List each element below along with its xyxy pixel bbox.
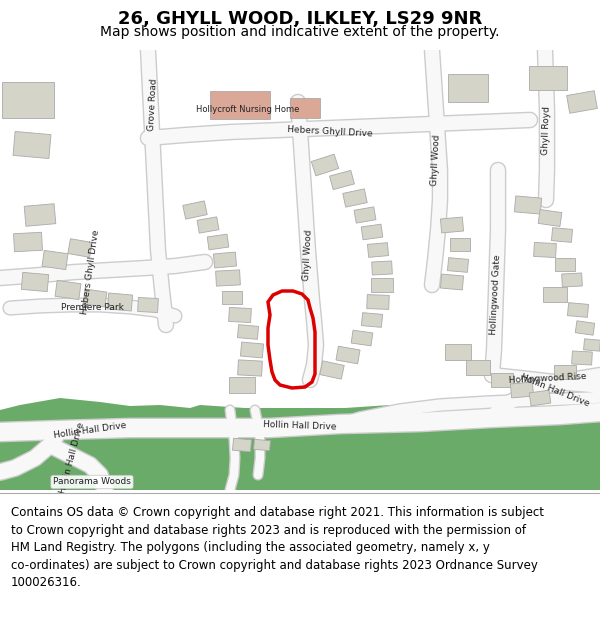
Polygon shape xyxy=(371,278,393,292)
Polygon shape xyxy=(448,74,488,102)
Text: Ghyll Wood: Ghyll Wood xyxy=(430,134,442,186)
Polygon shape xyxy=(207,234,229,250)
Polygon shape xyxy=(0,398,600,490)
Text: 26, GHYLL WOOD, ILKLEY, LS29 9NR: 26, GHYLL WOOD, ILKLEY, LS29 9NR xyxy=(118,10,482,28)
Polygon shape xyxy=(83,289,107,307)
Polygon shape xyxy=(238,324,259,339)
Polygon shape xyxy=(110,408,340,450)
Polygon shape xyxy=(448,258,469,272)
Text: Hollingwood Rise: Hollingwood Rise xyxy=(509,371,587,384)
Polygon shape xyxy=(22,272,49,292)
Polygon shape xyxy=(440,217,464,233)
Polygon shape xyxy=(367,294,389,309)
Polygon shape xyxy=(320,361,344,379)
Polygon shape xyxy=(529,390,551,406)
Polygon shape xyxy=(568,302,589,318)
Polygon shape xyxy=(491,373,513,387)
Polygon shape xyxy=(214,252,236,268)
Polygon shape xyxy=(343,189,367,207)
Polygon shape xyxy=(14,232,43,252)
Polygon shape xyxy=(351,330,373,346)
Polygon shape xyxy=(210,91,270,119)
Polygon shape xyxy=(254,439,271,451)
Polygon shape xyxy=(13,131,51,159)
Polygon shape xyxy=(229,377,255,393)
Polygon shape xyxy=(137,298,158,312)
Text: Contains OS data © Crown copyright and database right 2021. This information is : Contains OS data © Crown copyright and d… xyxy=(11,506,544,589)
Text: Hollin Hall Drive: Hollin Hall Drive xyxy=(519,372,591,408)
Polygon shape xyxy=(575,321,595,335)
Polygon shape xyxy=(466,361,490,376)
Polygon shape xyxy=(222,291,242,304)
Polygon shape xyxy=(440,274,464,290)
Text: Hollin Hall Drive: Hollin Hall Drive xyxy=(58,421,86,494)
Polygon shape xyxy=(311,154,339,176)
Polygon shape xyxy=(229,308,251,322)
Polygon shape xyxy=(2,82,54,118)
Polygon shape xyxy=(367,242,389,258)
Text: Premiere Park: Premiere Park xyxy=(61,304,124,312)
Polygon shape xyxy=(336,346,360,364)
Polygon shape xyxy=(0,445,210,490)
Text: Ghyll Wood: Ghyll Wood xyxy=(302,229,314,281)
Polygon shape xyxy=(233,438,251,452)
Polygon shape xyxy=(68,239,92,258)
Polygon shape xyxy=(566,91,598,113)
Polygon shape xyxy=(371,261,392,275)
Polygon shape xyxy=(554,365,576,379)
Polygon shape xyxy=(354,207,376,223)
Text: Hollingwood Gate: Hollingwood Gate xyxy=(490,254,503,336)
Text: Map shows position and indicative extent of the property.: Map shows position and indicative extent… xyxy=(100,25,500,39)
Polygon shape xyxy=(361,312,383,328)
Polygon shape xyxy=(183,201,207,219)
Polygon shape xyxy=(238,360,262,376)
Polygon shape xyxy=(197,217,219,233)
Polygon shape xyxy=(514,196,542,214)
Polygon shape xyxy=(555,259,575,271)
Text: Hebers Ghyll Drive: Hebers Ghyll Drive xyxy=(287,125,373,139)
Polygon shape xyxy=(361,224,383,240)
Polygon shape xyxy=(538,209,562,226)
Polygon shape xyxy=(42,251,68,269)
Polygon shape xyxy=(551,228,572,242)
Polygon shape xyxy=(584,339,600,351)
Polygon shape xyxy=(241,342,263,358)
Text: Hollycroft Nursing Home: Hollycroft Nursing Home xyxy=(196,106,299,114)
Polygon shape xyxy=(529,66,567,90)
Polygon shape xyxy=(55,281,81,299)
Polygon shape xyxy=(543,288,567,302)
Text: Hollin Hall Drive: Hollin Hall Drive xyxy=(53,421,127,439)
Text: Hebers Ghyll Drive: Hebers Ghyll Drive xyxy=(80,229,100,315)
Text: Hollin Hall Drive: Hollin Hall Drive xyxy=(263,420,337,432)
Polygon shape xyxy=(445,344,471,360)
Polygon shape xyxy=(107,293,133,311)
Polygon shape xyxy=(24,204,56,226)
Polygon shape xyxy=(215,270,241,286)
Text: Ghyll Royd: Ghyll Royd xyxy=(541,106,551,154)
Polygon shape xyxy=(562,273,583,287)
Polygon shape xyxy=(572,351,592,365)
Polygon shape xyxy=(533,242,556,258)
Text: Grove Road: Grove Road xyxy=(147,79,159,131)
Polygon shape xyxy=(450,239,470,251)
Polygon shape xyxy=(511,382,533,398)
Polygon shape xyxy=(329,171,355,189)
Polygon shape xyxy=(290,98,320,118)
Text: Panorama Woods: Panorama Woods xyxy=(53,478,131,486)
